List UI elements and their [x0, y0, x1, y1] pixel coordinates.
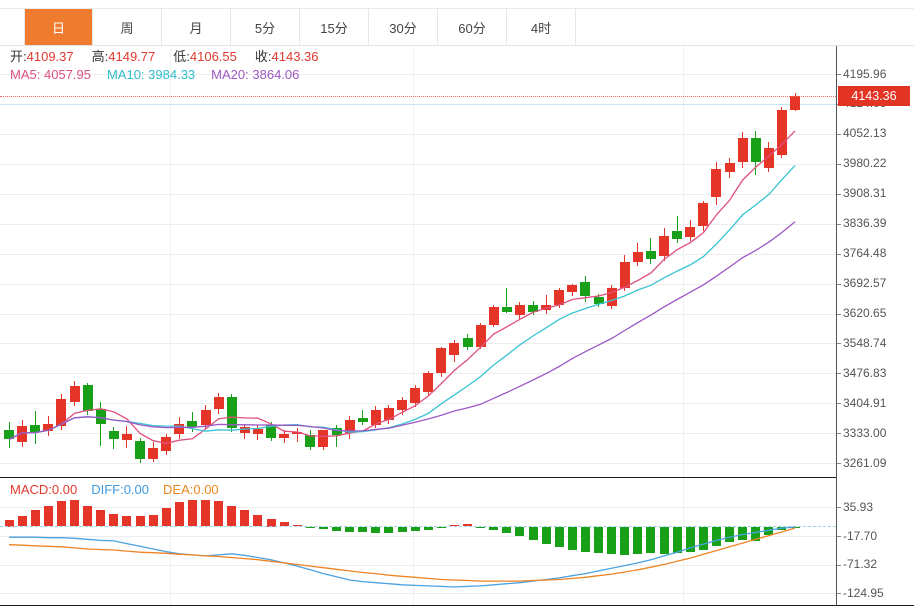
macd-histogram-bar [56, 501, 66, 527]
price-tick-mark [836, 433, 841, 435]
macd-readout: MACD:0.00 [10, 482, 78, 497]
macd-histogram-bar [30, 510, 40, 527]
macd-histogram-bar [83, 505, 93, 527]
price-tick-label: 3548.74 [843, 335, 887, 350]
ma20-readout: MA20: 3864.06 [211, 67, 300, 82]
price-tick-mark [836, 463, 841, 465]
price-tick-mark [836, 163, 841, 165]
period-tabbar: 日周月 5分 15分 30分 60分 4时 [0, 8, 914, 46]
macd-histogram-bar [449, 524, 459, 527]
price-tick-mark [836, 373, 841, 375]
price-tick-mark [836, 253, 841, 255]
macd-histogram-bar [174, 502, 184, 527]
tab-月[interactable]: 月 [162, 9, 231, 45]
macd-tick-mark [836, 593, 841, 595]
macd-tick-label: -124.95 [843, 585, 884, 600]
price-tick-label: 3476.83 [843, 365, 887, 380]
macd-histogram-bar [43, 505, 53, 527]
price-tick-mark [836, 223, 841, 225]
macd-tick-label: -71.32 [843, 557, 878, 572]
price-tick-mark [836, 313, 841, 315]
price-tick-mark [836, 343, 841, 345]
price-tick-label: 4195.96 [843, 66, 887, 81]
price-tick-label: 3333.00 [843, 425, 887, 440]
tab-5分[interactable]: 5分 [231, 9, 300, 45]
price-tick-mark [836, 133, 841, 135]
low-readout: 低:4106.55 [173, 49, 237, 64]
macd-tick-mark [836, 507, 841, 509]
ma5-readout: MA5: 4057.95 [10, 67, 91, 82]
ohlc-info-row: 开:4109.37 高:4149.77 低:4106.55 收:4143.36 [10, 49, 319, 65]
close-readout: 收:4143.36 [254, 49, 319, 64]
price-tick-mark [836, 74, 841, 75]
h-gridline-macd [0, 593, 836, 594]
macd-histogram-bar [122, 515, 132, 527]
macd-histogram-bar [4, 519, 14, 527]
tab-60分[interactable]: 60分 [438, 9, 507, 45]
price-axis-line [836, 46, 837, 605]
price-tick-label: 3404.91 [843, 395, 887, 410]
macd-histogram-bar [253, 514, 263, 527]
open-readout: 开:4109.37 [10, 49, 74, 64]
price-tick-label: 4052.13 [843, 126, 887, 141]
macd-histogram-bar [148, 514, 158, 527]
macd-histogram-bar [17, 515, 27, 527]
price-tick-mark [836, 193, 841, 195]
macd-histogram-bar [240, 510, 250, 527]
macd-histogram-bar [463, 524, 472, 527]
macd-info-row: MACD:0.00 DIFF:0.00 DEA:0.00 [10, 482, 219, 498]
ma10-readout: MA10: 3984.33 [106, 67, 196, 82]
price-tick-label: 3692.57 [843, 276, 887, 291]
tab-15分[interactable]: 15分 [300, 9, 369, 45]
tab-日[interactable]: 日 [24, 9, 93, 45]
macd-histogram-bar [292, 524, 302, 527]
candle-body [161, 437, 172, 452]
macd-histogram-bar [266, 518, 276, 527]
diff-readout: DIFF:0.00 [91, 482, 150, 497]
macd-histogram-bar [201, 500, 210, 527]
candle-body [135, 441, 145, 459]
pane-divider [0, 477, 836, 478]
tab-30分[interactable]: 30分 [369, 9, 438, 45]
macd-histogram-bar [70, 500, 79, 527]
macd-tick-label: 35.93 [843, 499, 874, 514]
price-tick-label: 3980.22 [843, 156, 887, 171]
price-tick-mark [836, 403, 841, 405]
h-gridline [0, 104, 836, 105]
macd-histogram-bar [109, 513, 119, 527]
h-gridline [0, 74, 836, 75]
macd-histogram-bar [96, 510, 106, 527]
price-tick-label: 3620.65 [843, 306, 887, 320]
macd-histogram-bar [187, 500, 197, 527]
bottom-border [0, 605, 914, 606]
price-tick-mark [836, 283, 841, 285]
ma-info-row: MA5: 4057.95 MA10: 3984.33 MA20: 3864.06 [10, 67, 299, 83]
price-tick-label: 3908.31 [843, 186, 887, 201]
candle-body [148, 447, 159, 459]
h-gridline [0, 463, 836, 464]
price-tick-label: 3261.09 [843, 455, 887, 470]
macd-histogram-bar [135, 516, 145, 527]
macd-histogram-bar [227, 505, 237, 527]
dea-readout: DEA:0.00 [163, 482, 219, 497]
tab-4时[interactable]: 4时 [507, 9, 576, 45]
price-tick-label: 3764.48 [843, 246, 887, 261]
h-gridline-macd [0, 507, 836, 508]
macd-histogram-bar [279, 522, 289, 527]
tab-周[interactable]: 周 [93, 9, 162, 45]
high-readout: 高:4149.77 [91, 49, 156, 64]
macd-histogram-bar [214, 501, 224, 527]
current-price-line [0, 95, 836, 97]
price-tick-label: 3836.39 [843, 216, 887, 231]
current-price-tag: 4143.36 [838, 85, 910, 106]
macd-tick-mark [836, 536, 841, 537]
candle-body [790, 95, 800, 111]
macd-histogram-bar [161, 508, 171, 527]
macd-tick-mark [836, 564, 841, 566]
macd-tick-label: -17.70 [843, 528, 878, 543]
